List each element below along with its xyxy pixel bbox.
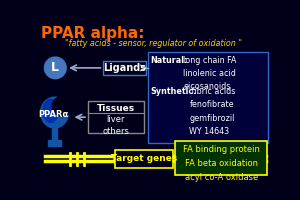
- Text: PPAR alpha:: PPAR alpha:: [40, 26, 144, 41]
- FancyBboxPatch shape: [103, 61, 146, 75]
- Bar: [57, 140, 61, 146]
- Ellipse shape: [43, 99, 58, 123]
- FancyBboxPatch shape: [176, 141, 267, 175]
- Text: fibric acids
fenofibrate
gemfibrozil
WY 14643: fibric acids fenofibrate gemfibrozil WY …: [189, 87, 236, 136]
- Text: Ligands: Ligands: [103, 63, 146, 73]
- Circle shape: [44, 57, 66, 79]
- Text: Synthetic:: Synthetic:: [151, 87, 197, 96]
- Text: Tissues: Tissues: [97, 104, 135, 113]
- Text: "fatty acids - sensor, regulator of oxidation ": "fatty acids - sensor, regulator of oxid…: [65, 39, 242, 48]
- Ellipse shape: [40, 97, 68, 128]
- Text: Natural:: Natural:: [151, 56, 188, 65]
- Text: L: L: [51, 61, 59, 74]
- FancyBboxPatch shape: [88, 101, 144, 133]
- Bar: [52, 140, 56, 146]
- Text: long chain FA
linolenic acid
eicosanoids: long chain FA linolenic acid eicosanoids: [183, 56, 237, 91]
- Ellipse shape: [52, 98, 66, 115]
- Text: Target genes: Target genes: [111, 154, 177, 163]
- Ellipse shape: [53, 96, 72, 116]
- Text: FA binding protein
FA beta oxidation
acyl co-A oxidase: FA binding protein FA beta oxidation acy…: [183, 145, 260, 182]
- FancyBboxPatch shape: [115, 150, 173, 168]
- FancyBboxPatch shape: [148, 52, 268, 143]
- Bar: [48, 140, 52, 146]
- Text: liver
others: liver others: [102, 115, 129, 136]
- FancyArrow shape: [52, 128, 57, 139]
- Text: PPARα: PPARα: [38, 110, 68, 119]
